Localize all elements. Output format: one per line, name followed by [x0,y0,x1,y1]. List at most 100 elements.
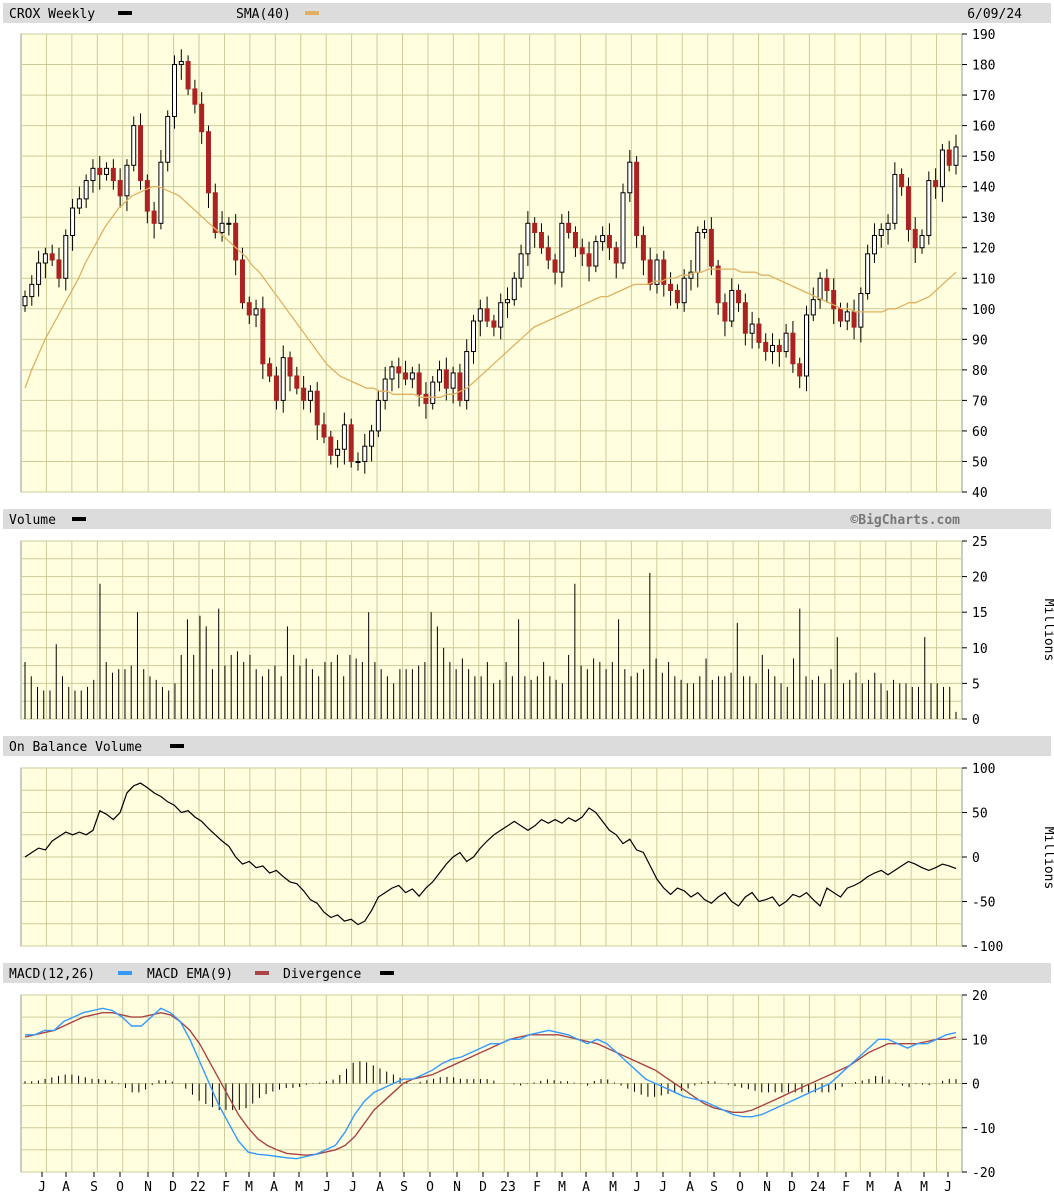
candle-body [22,296,28,307]
x-tick-label: D [788,1180,796,1195]
candle-body [851,311,857,328]
candle-body [620,192,626,264]
candle-body [42,253,48,264]
obv-label: On Balance Volume [9,740,142,755]
candle-body [70,207,76,237]
y-tick-label: 90 [972,333,988,348]
x-tick-label: A [582,1180,590,1195]
candle-body [715,265,721,304]
candle-body [749,323,755,334]
macd-label: MACD(12,26) [9,967,95,982]
candle-body [199,103,205,133]
candle-body [144,180,150,212]
y-tick-label: 120 [972,242,995,257]
candle-body [97,167,103,175]
x-tick-label: N [144,1180,152,1195]
candle-body [695,231,701,273]
candle-body [430,381,436,404]
x-tick-label: M [558,1180,566,1195]
candle-body [511,277,517,301]
sma-line [24,186,957,398]
x-tick-label: A [686,1180,694,1195]
candle-body [532,222,538,233]
candle-body [212,192,218,233]
volume-header-bar [3,509,1051,529]
y-tick-label: 0 [972,851,980,866]
x-tick-label: M [920,1180,928,1195]
y-tick-label: 100 [972,303,995,318]
candles [22,49,959,474]
x-tick-label: M [866,1180,874,1195]
y-tick-label: 70 [972,394,988,409]
x-tick-label: O [736,1180,744,1195]
grid-2 [21,767,962,947]
candle-body [613,247,619,264]
candle-body [640,235,646,261]
x-tick-label: F [842,1180,850,1195]
plot-area-0 [20,33,963,493]
candle-body [681,277,687,304]
y-tick-label: -100 [972,940,1003,955]
y-tick-label: 190 [972,28,995,43]
candle-body [110,167,116,182]
y-tick-label: 15 [972,606,988,621]
divergence-legend-swatch [380,971,394,975]
candle-body [722,302,728,322]
x-tick-label: M [295,1180,303,1195]
candle-body [572,231,578,249]
candle-body [831,289,837,310]
x-tick-label: N [453,1180,461,1195]
volume-unit-label: Millions [1041,599,1054,662]
candle-body [437,369,443,383]
y-tick-label: -20 [972,1166,995,1181]
candle-body [797,363,803,377]
candle-body [783,332,789,353]
candle-body [260,308,266,365]
candle-body [552,259,558,273]
candle-body [233,222,239,261]
y-tick-label: 25 [972,535,988,550]
x-tick-label: 22 [190,1180,206,1195]
candle-body [776,344,782,353]
candle-body [525,222,531,255]
candle-body [953,146,959,166]
y-tick-label: 100 [972,762,995,777]
candle-body [600,235,606,243]
macd-header-bar [3,963,1051,983]
candle-body [246,302,252,316]
candle-body [104,167,110,175]
candle-body [165,115,171,163]
candle-body [708,228,714,267]
y-tick-label: 150 [972,150,995,165]
candle-body [321,424,327,438]
candle-body [606,235,612,249]
candle-body [661,259,667,285]
candle-body [382,378,388,401]
candle-body [138,125,144,182]
candle-body [946,149,952,166]
y-tick-label: 5 [972,677,980,692]
candle-body [151,210,157,224]
candle-body [736,289,742,304]
candle-body [837,308,843,322]
x-tick-label: 24 [810,1180,826,1195]
candle-body [593,241,599,267]
x-tick-label: N [763,1180,771,1195]
candle-body [484,308,490,322]
candle-body [409,372,415,380]
symbol-label: CROX Weekly [9,7,95,22]
candle-body [586,253,592,267]
candle-body [538,231,544,249]
candle-body [858,293,864,328]
candle-body [702,228,708,233]
volume-legend-swatch [72,517,86,521]
x-tick-label: J [944,1180,952,1195]
candle-body [226,222,232,225]
candle-body [205,131,211,194]
x-tick-label: A [270,1180,278,1195]
candle-body [423,393,429,404]
candle-body [559,222,565,273]
candle-body [416,372,422,395]
y-tick-label: -50 [972,896,995,911]
